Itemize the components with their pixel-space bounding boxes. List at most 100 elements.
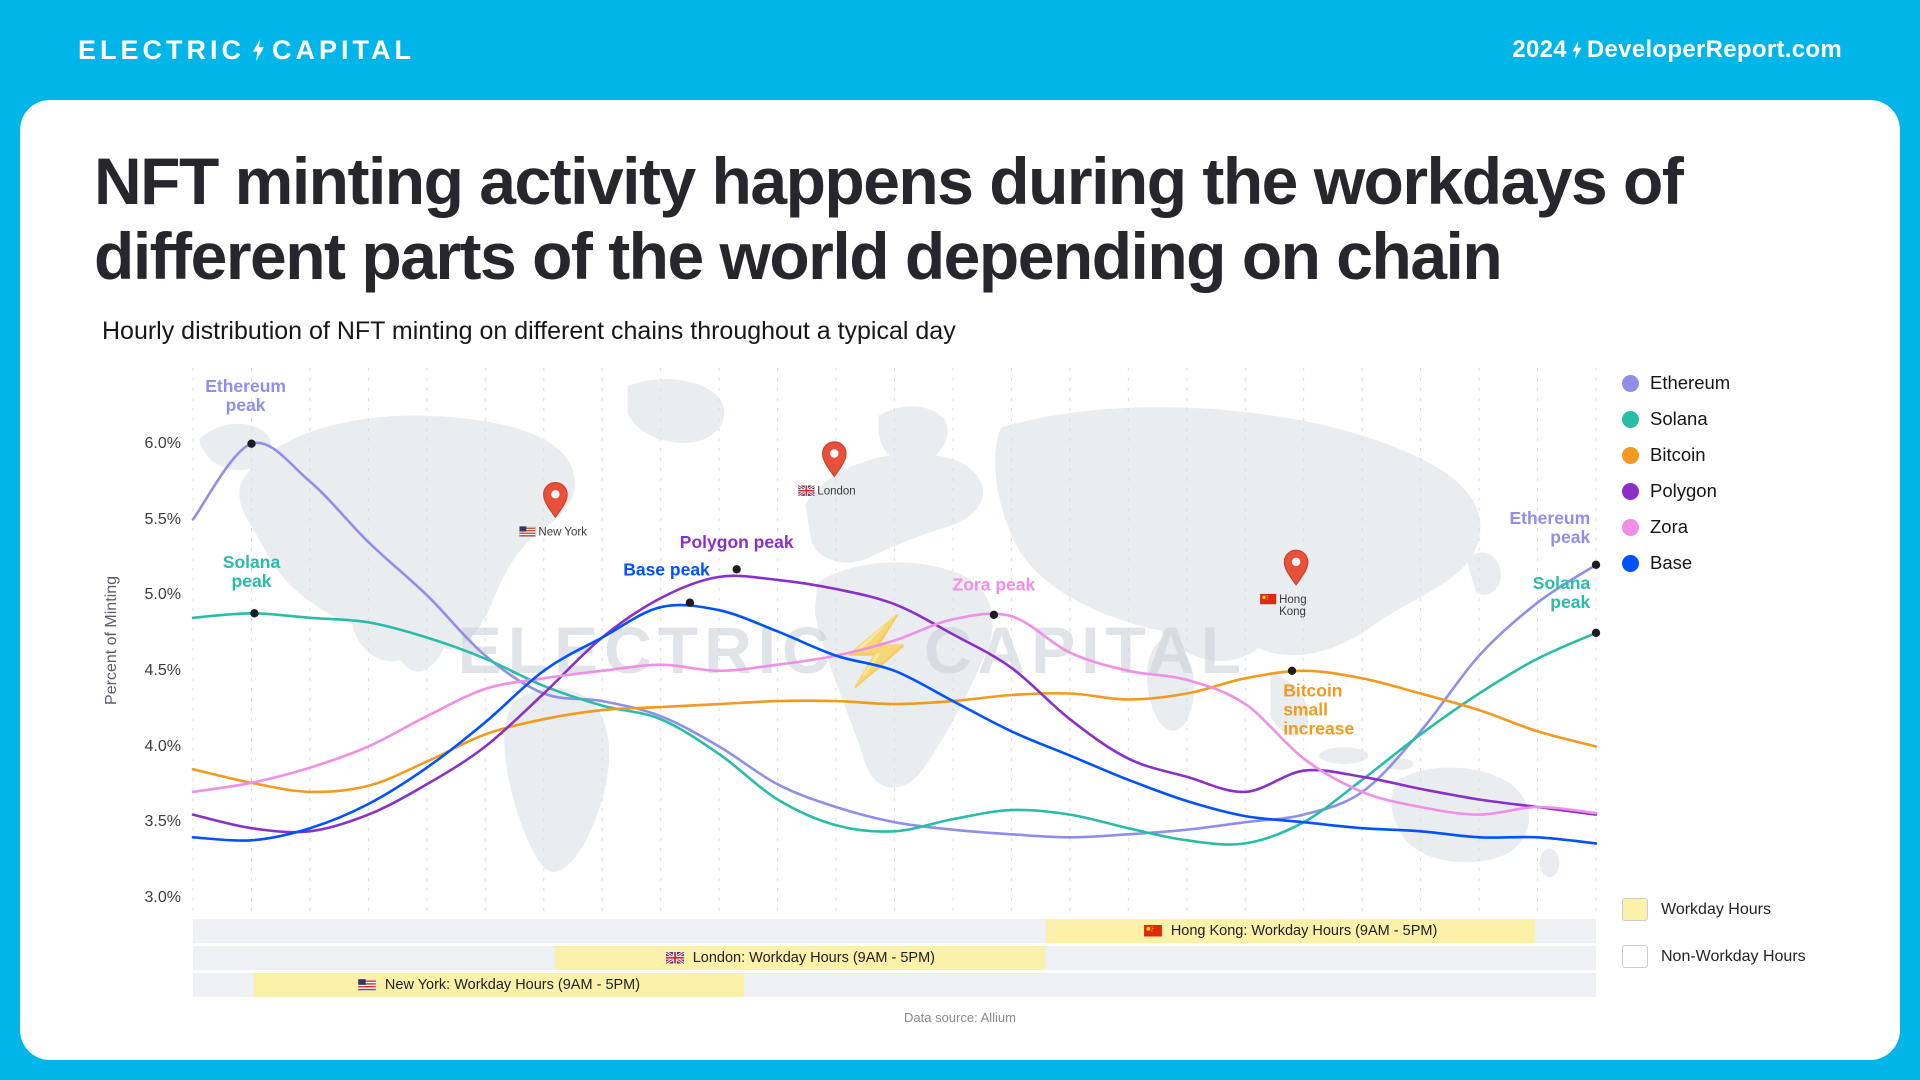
pin-icon bbox=[1283, 549, 1309, 587]
annotation-polygon-peak: Polygon peak bbox=[680, 532, 794, 552]
workday-bar-london: London: Workday Hours (9AM - 5PM) bbox=[193, 946, 1596, 971]
point-solana-peak-left bbox=[250, 609, 259, 618]
hours-legend-workday: Workday Hours bbox=[1622, 898, 1826, 922]
legend-item-polygon: Polygon bbox=[1622, 480, 1826, 502]
series-legend: Ethereum Solana Bitcoin Polygon Zora Base bbox=[1622, 372, 1826, 588]
legend-label: Zora bbox=[1650, 516, 1689, 538]
legend-dot bbox=[1622, 410, 1639, 428]
pin-icon bbox=[821, 441, 847, 478]
non-workday-label: Non-Workday Hours bbox=[1661, 947, 1806, 965]
non-workday-swatch bbox=[1622, 945, 1648, 969]
workday-bars: Hong Kong: Workday Hours (9AM - 5PM) Lond… bbox=[193, 919, 1596, 998]
annotation-ethereum-peak-right: Ethereum peak bbox=[1509, 508, 1590, 547]
workday-bar-label: New York: Workday Hours (9AM - 5PM) bbox=[384, 977, 641, 994]
annotation-zora-peak: Zora peak bbox=[953, 575, 1036, 595]
point-ethereum-peak-right bbox=[1591, 560, 1601, 570]
annotation-solana-peak-left: Solana peak bbox=[223, 552, 281, 591]
point-base-peak bbox=[685, 598, 695, 608]
legend-dot bbox=[1622, 374, 1639, 392]
workday-swatch bbox=[1622, 898, 1648, 922]
hours-legend-non-workday: Non-Workday Hours bbox=[1622, 945, 1826, 969]
y-axis-ticks: 6.0% 5.5% 5.0% 4.5% 4.0% 3.5% 3.0% bbox=[129, 368, 193, 913]
data-source: Data source: Allium bbox=[904, 1010, 1016, 1026]
point-polygon-peak bbox=[732, 565, 741, 574]
legend-item-ethereum: Ethereum bbox=[1622, 372, 1826, 394]
us-flag-icon bbox=[519, 526, 536, 538]
line-ethereum bbox=[191, 441, 1598, 839]
legend-column: Ethereum Solana Bitcoin Polygon Zora Base Wor… bbox=[1596, 368, 1826, 1000]
chart-subtitle: Hourly distribution of NFT minting on di… bbox=[102, 317, 956, 346]
annotation-bitcoin-small-increase: Bitcoin small increase bbox=[1283, 681, 1354, 739]
legend-label: Ethereum bbox=[1650, 372, 1731, 394]
line-solana bbox=[191, 612, 1598, 847]
y-axis-label-column: Percent of Minting bbox=[94, 368, 129, 913]
y-tick-label: 3.5% bbox=[144, 813, 181, 831]
map-pin-london: London bbox=[797, 441, 856, 498]
lightning-bolt-icon bbox=[253, 39, 264, 61]
legend-item-solana: Solana bbox=[1622, 408, 1826, 430]
legend-dot bbox=[1622, 518, 1639, 536]
pin-label: New York bbox=[538, 526, 587, 538]
gridlines bbox=[192, 368, 1597, 914]
chart-area: Percent of Minting 6.0% 5.5% 5.0% 4.5% 4.0% 3… bbox=[94, 368, 1826, 1000]
line-zora bbox=[191, 612, 1598, 817]
content-card: NFT minting activity happens during the … bbox=[20, 100, 1900, 1060]
legend-dot bbox=[1622, 446, 1639, 464]
site-domain: DeveloperReport.com bbox=[1586, 36, 1842, 63]
hk-flag-icon bbox=[1143, 925, 1162, 937]
us-flag-icon bbox=[357, 979, 376, 991]
line-base bbox=[191, 603, 1598, 845]
workday-bar-label: Hong Kong: Workday Hours (9AM - 5PM) bbox=[1170, 923, 1438, 940]
page-title: NFT minting activity happens during the … bbox=[94, 144, 1684, 293]
legend-dot bbox=[1622, 554, 1639, 572]
electric-capital-logo: ELECTRIC CAPITAL bbox=[78, 35, 415, 66]
plot-area: ELECTRIC⚡CAPITAL New York London Hong Kong Et… bbox=[191, 368, 1601, 914]
y-tick-label: 5.5% bbox=[144, 510, 181, 528]
annotation-ethereum-peak-left: Ethereum peak bbox=[205, 376, 286, 415]
pin-label: Hong Kong bbox=[1279, 594, 1307, 618]
top-bar: ELECTRIC CAPITAL 2024 DeveloperReport.co… bbox=[0, 0, 1920, 100]
legend-dot bbox=[1622, 482, 1639, 500]
legend-label: Solana bbox=[1650, 408, 1708, 430]
logo-word-right: CAPITAL bbox=[272, 34, 415, 65]
line-polygon bbox=[191, 574, 1598, 834]
pin-icon bbox=[543, 482, 568, 519]
y-tick-label: 4.0% bbox=[144, 737, 181, 755]
pin-label: London bbox=[817, 486, 855, 498]
map-pin-hong-kong: Hong Kong bbox=[1260, 549, 1309, 618]
y-tick-label: 4.5% bbox=[144, 661, 181, 679]
annotation-solana-peak-right: Solana peak bbox=[1533, 573, 1591, 612]
legend-item-base: Base bbox=[1622, 552, 1826, 574]
workday-bar-new-york: New York: Workday Hours (9AM - 5PM) bbox=[193, 973, 1596, 998]
legend-item-zora: Zora bbox=[1622, 516, 1826, 538]
map-pin-new-york: New York bbox=[519, 482, 587, 538]
workday-bar-hong-kong: Hong Kong: Workday Hours (9AM - 5PM) bbox=[193, 919, 1596, 944]
uk-flag-icon bbox=[797, 484, 816, 498]
hours-legend: Workday Hours Non-Workday Hours bbox=[1622, 898, 1826, 992]
legend-label: Polygon bbox=[1650, 480, 1717, 502]
workday-bar-label: London: Workday Hours (9AM - 5PM) bbox=[692, 950, 936, 967]
point-ethereum-peak-left bbox=[247, 439, 256, 449]
y-axis-label: Percent of Minting bbox=[102, 576, 120, 706]
lightning-bolt-icon bbox=[1572, 41, 1582, 59]
logo-word-left: ELECTRIC bbox=[78, 34, 245, 65]
hk-flag-icon bbox=[1260, 594, 1277, 605]
y-tick-label: 3.0% bbox=[144, 889, 181, 907]
site-link[interactable]: 2024 DeveloperReport.com bbox=[1512, 36, 1842, 64]
annotation-base-peak: Base peak bbox=[623, 560, 710, 580]
point-solana-peak-right bbox=[1591, 628, 1601, 638]
workday-label: Workday Hours bbox=[1661, 900, 1771, 918]
point-zora-peak bbox=[989, 610, 999, 620]
point-bitcoin-small-increase bbox=[1287, 666, 1297, 676]
plot-column: 6.0% 5.5% 5.0% 4.5% 4.0% 3.5% 3.0% bbox=[129, 368, 1601, 1000]
legend-label: Bitcoin bbox=[1650, 444, 1706, 466]
y-tick-label: 5.0% bbox=[144, 586, 181, 604]
legend-label: Base bbox=[1650, 552, 1693, 574]
uk-flag-icon bbox=[665, 952, 684, 964]
y-tick-label: 6.0% bbox=[144, 434, 181, 452]
site-year: 2024 bbox=[1512, 36, 1567, 63]
line-bitcoin bbox=[191, 669, 1598, 794]
legend-item-bitcoin: Bitcoin bbox=[1622, 444, 1826, 466]
